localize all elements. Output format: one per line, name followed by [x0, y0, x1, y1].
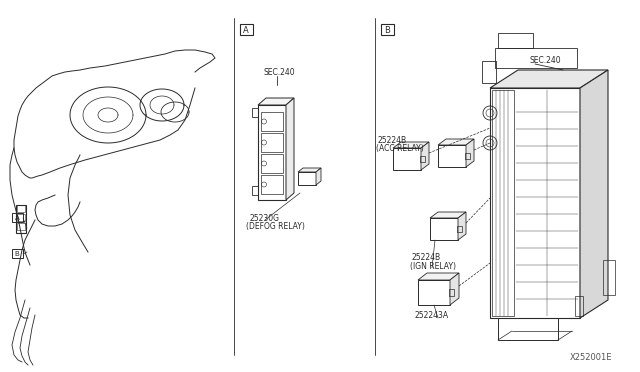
Polygon shape — [286, 98, 294, 200]
Bar — [393, 148, 421, 170]
Bar — [261, 175, 283, 194]
Polygon shape — [298, 168, 321, 172]
Polygon shape — [316, 168, 321, 185]
Text: SEC.240: SEC.240 — [530, 55, 562, 64]
Polygon shape — [580, 70, 608, 318]
Bar — [495, 48, 577, 68]
Polygon shape — [438, 139, 474, 145]
Bar — [261, 133, 283, 152]
Bar — [420, 156, 425, 162]
Text: 252243A: 252243A — [415, 311, 449, 321]
Bar — [498, 318, 558, 340]
Bar — [258, 105, 286, 200]
Bar — [457, 226, 462, 232]
Polygon shape — [458, 212, 466, 240]
Bar — [12, 249, 23, 258]
Bar — [418, 280, 450, 305]
Text: 25230G: 25230G — [250, 214, 280, 222]
Polygon shape — [466, 139, 474, 167]
Polygon shape — [258, 98, 294, 105]
Bar — [16, 205, 26, 233]
Bar — [381, 24, 394, 35]
Text: (ACC RELAY): (ACC RELAY) — [376, 144, 424, 153]
Bar — [449, 289, 454, 296]
Bar — [430, 218, 458, 240]
Bar — [261, 112, 283, 131]
Bar — [17, 214, 25, 221]
Bar — [17, 223, 25, 230]
Bar — [12, 213, 23, 222]
Bar — [261, 154, 283, 173]
Polygon shape — [430, 212, 466, 218]
Bar — [240, 24, 253, 35]
Text: A: A — [15, 215, 19, 221]
Polygon shape — [418, 273, 459, 280]
Text: 25224B: 25224B — [412, 253, 441, 263]
Bar — [252, 108, 258, 117]
Text: A: A — [243, 26, 249, 35]
Text: B: B — [15, 251, 19, 257]
Bar — [482, 61, 496, 83]
Polygon shape — [393, 142, 429, 148]
Text: SEC.240: SEC.240 — [264, 67, 296, 77]
Bar — [252, 186, 258, 195]
Bar — [492, 90, 514, 316]
Bar — [603, 260, 615, 295]
Polygon shape — [421, 142, 429, 170]
Bar — [490, 88, 580, 318]
Text: (IGN RELAY): (IGN RELAY) — [410, 262, 456, 270]
Bar — [298, 172, 316, 185]
Bar — [498, 33, 533, 48]
Polygon shape — [450, 273, 459, 305]
Bar — [575, 296, 583, 316]
Bar — [438, 145, 466, 167]
Text: B: B — [384, 26, 390, 35]
Bar — [465, 153, 470, 159]
Text: (DEFOG RELAY): (DEFOG RELAY) — [246, 221, 305, 231]
Text: X252001E: X252001E — [570, 353, 612, 362]
Text: 25224B: 25224B — [378, 135, 407, 144]
Bar — [17, 205, 25, 212]
Polygon shape — [490, 70, 608, 88]
